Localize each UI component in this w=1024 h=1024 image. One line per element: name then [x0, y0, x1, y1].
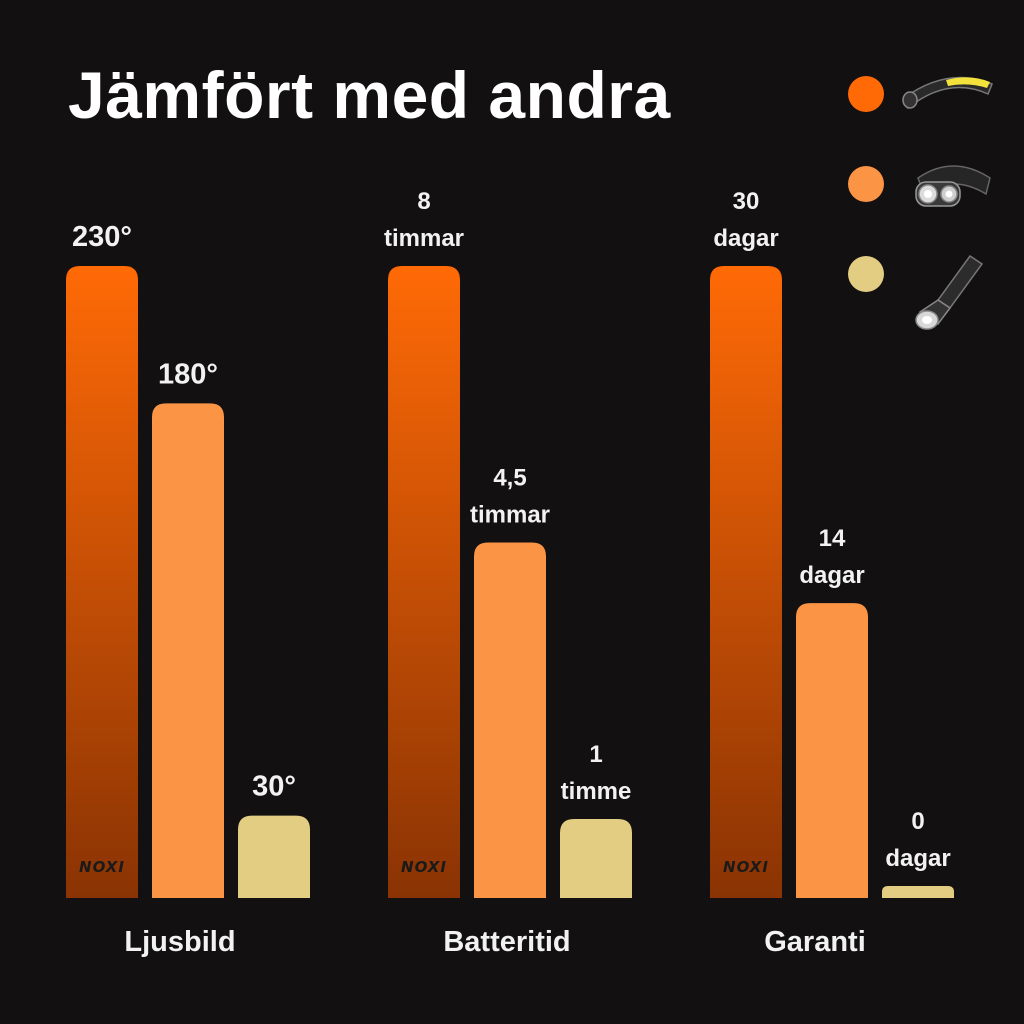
data-label: timmar — [384, 225, 464, 252]
flashlight-icon — [915, 254, 984, 330]
category-label: Ljusbild — [124, 926, 235, 958]
bar-brand-logo: NOXI — [401, 858, 447, 876]
bar — [882, 886, 954, 898]
data-label: dagar — [885, 845, 950, 872]
bar — [388, 266, 460, 898]
bar — [560, 819, 632, 898]
legend — [846, 70, 1006, 330]
legend-item — [846, 160, 1006, 210]
dual-lamp-headlamp-icon — [915, 165, 991, 207]
data-label: dagar — [799, 562, 864, 589]
bar — [152, 403, 224, 898]
category-label: Batteritid — [443, 926, 570, 958]
data-label: dagar — [713, 225, 778, 252]
data-label: 230° — [72, 221, 132, 253]
bar — [238, 815, 310, 898]
legend-swatch — [848, 76, 884, 112]
data-label: 8 — [417, 188, 430, 215]
legend-swatch — [848, 166, 884, 202]
data-label: timmar — [470, 502, 550, 529]
bar-brand-logo: NOXI — [79, 858, 125, 876]
bar — [710, 266, 782, 898]
legend-item — [846, 70, 1006, 120]
bar — [66, 266, 138, 898]
category-label: Garanti — [764, 926, 866, 958]
data-label: 4,5 — [493, 465, 526, 492]
bar — [796, 603, 868, 898]
data-label: 30° — [252, 771, 296, 803]
data-label: timme — [561, 778, 632, 805]
bar — [474, 542, 546, 898]
legend-item — [846, 250, 1006, 330]
page-title: Jämfört med andra — [68, 58, 671, 132]
data-label: 30 — [733, 188, 760, 215]
led-strip-headlamp-icon — [902, 76, 993, 110]
legend-swatch — [848, 256, 884, 292]
data-label: 1 — [589, 741, 602, 768]
data-label: 0 — [911, 808, 924, 835]
bar-brand-logo: NOXI — [723, 858, 769, 876]
data-label: 14 — [819, 525, 846, 552]
data-label: 180° — [158, 358, 218, 390]
